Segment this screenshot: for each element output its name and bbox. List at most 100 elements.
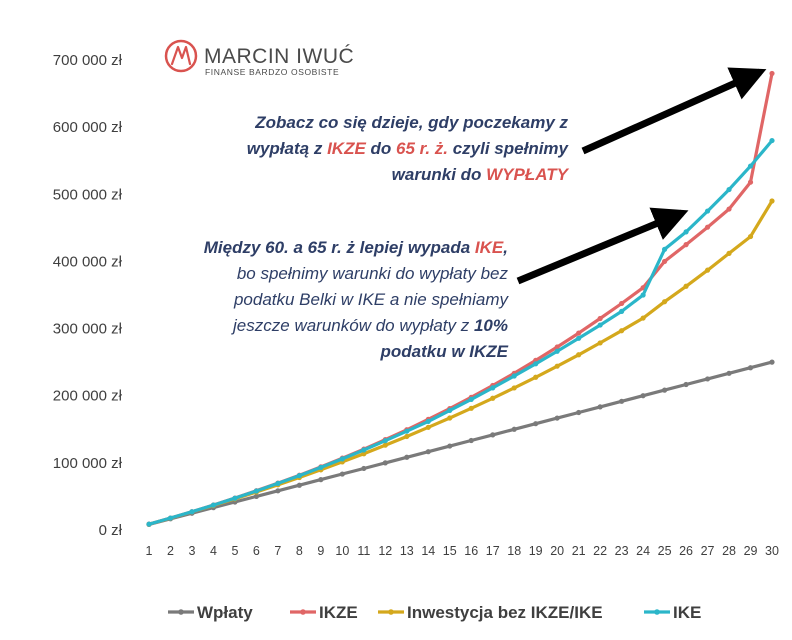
y-tick-label: 600 000 zł <box>53 119 123 136</box>
logo-title: MARCIN IWUĆ <box>204 45 354 68</box>
data-point <box>339 471 345 477</box>
data-point <box>253 488 260 494</box>
data-point <box>296 473 302 479</box>
x-tick-label: 24 <box>636 544 650 558</box>
x-tick-label: 23 <box>615 544 629 558</box>
y-tick-label: 0 zł <box>99 522 123 539</box>
data-point <box>511 426 517 432</box>
annotation-text: IKZE <box>327 139 366 158</box>
annotation-2: Między 60. a 65 r. ż lepiej wypada IKE, b… <box>204 238 510 361</box>
data-point <box>533 421 539 427</box>
arrow-top <box>581 67 767 155</box>
data-point <box>533 361 539 367</box>
data-point <box>704 224 711 230</box>
x-tick-label: 13 <box>400 544 414 558</box>
logo-mark-icon <box>164 39 198 73</box>
logo-subtitle: FINANSE BARDZO OSOBISTE <box>205 67 339 77</box>
annotation-text: 10% <box>474 316 508 335</box>
data-point <box>447 407 453 413</box>
data-point <box>146 521 152 527</box>
x-tick-label: 27 <box>701 544 715 558</box>
x-tick-label: 21 <box>572 544 586 558</box>
x-tick-label: 11 <box>357 544 370 558</box>
annotation-text: podatku w IKZE <box>380 342 509 361</box>
data-point <box>661 246 668 252</box>
data-point <box>425 418 431 424</box>
annotation-text: warunki do <box>392 165 486 184</box>
y-axis: 0 zł 100 000 zł 200 000 zł 300 000 zł 400 00… <box>53 52 123 539</box>
data-point <box>726 250 732 256</box>
data-point <box>339 456 345 462</box>
data-point <box>640 315 646 321</box>
logo-mark-glyph-icon <box>170 45 192 66</box>
data-point <box>468 437 474 444</box>
data-point <box>554 348 560 354</box>
data-point <box>747 163 754 169</box>
data-point <box>490 395 496 401</box>
legend-item-3: Inwestycja bez IKZE/IKE <box>378 603 603 622</box>
data-point <box>597 322 603 328</box>
data-point <box>769 359 775 365</box>
data-point <box>726 370 732 376</box>
data-point <box>361 447 367 453</box>
x-tick-label: 16 <box>464 544 478 558</box>
series-line <box>147 360 774 527</box>
data-point <box>747 179 754 185</box>
y-tick-label: 200 000 zł <box>53 388 123 405</box>
data-point <box>661 387 668 393</box>
data-point <box>318 477 324 483</box>
annotation-text: Między 60. a 65 r. ż lepiej wypada <box>204 238 475 257</box>
x-tick-label: 20 <box>550 544 564 558</box>
x-tick-label: 29 <box>744 544 758 558</box>
data-point <box>619 308 625 314</box>
data-point <box>447 443 453 449</box>
data-point <box>189 509 195 515</box>
annotation-line: podatku w IKZE <box>380 342 509 361</box>
data-point <box>533 374 539 380</box>
data-point <box>619 398 625 404</box>
data-point <box>361 465 367 472</box>
data-point <box>404 433 410 440</box>
logo: MARCIN IWUĆ FINANSE BARDZO OSOBISTE <box>164 39 354 77</box>
legend-item-4: IKE <box>644 603 701 622</box>
annotation-line: jeszcze warunków do wypłaty z 10% <box>231 316 508 335</box>
data-point <box>468 396 474 403</box>
annotation-text: 65 r. ż. <box>396 139 448 158</box>
data-point <box>726 186 732 193</box>
annotation-text: WYPŁATY <box>486 165 570 184</box>
y-tick-label: 400 000 zł <box>53 253 123 270</box>
legend-item-1: Wpłaty <box>168 603 253 622</box>
x-tick-label: 28 <box>722 544 736 558</box>
data-point <box>683 381 689 388</box>
data-point <box>747 365 754 371</box>
data-point <box>275 488 281 494</box>
data-point <box>275 480 281 487</box>
data-point <box>576 330 582 336</box>
series-line <box>147 139 774 526</box>
data-point <box>468 405 474 411</box>
data-point <box>619 328 625 334</box>
data-point <box>576 352 582 358</box>
data-point <box>619 300 625 307</box>
x-tick-label: 19 <box>529 544 543 558</box>
x-tick-label: 7 <box>274 544 281 558</box>
x-tick-label: 12 <box>378 544 392 558</box>
data-point <box>747 233 754 240</box>
data-point <box>576 409 582 416</box>
data-point <box>683 229 689 235</box>
series-1 <box>146 359 775 528</box>
data-point <box>661 299 668 305</box>
x-tick-label: 2 <box>167 544 174 558</box>
data-point <box>554 363 560 369</box>
annotation-text: jeszcze warunków do wypłaty z <box>231 316 474 335</box>
annotation-text: bo spełnimy warunki do wypłaty bez <box>237 264 509 283</box>
annotation-text: wypłatą z <box>247 139 327 158</box>
annotation-text: czyli spełnimy <box>448 139 570 158</box>
annotations: Zobacz co się dzieje, gdy poczekamy z wyp… <box>204 113 570 361</box>
legend-marker <box>388 609 394 615</box>
annotation-text: , <box>502 238 508 257</box>
x-tick-label: 6 <box>253 544 260 558</box>
annotation-text: do <box>366 139 396 158</box>
legend-label: Wpłaty <box>197 603 253 622</box>
